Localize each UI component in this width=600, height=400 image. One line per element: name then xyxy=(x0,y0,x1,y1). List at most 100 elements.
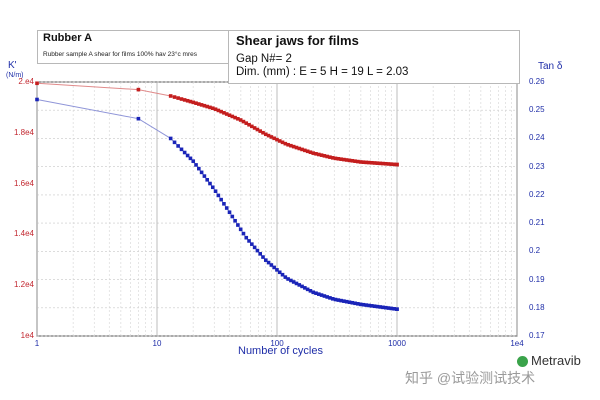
data-point xyxy=(277,139,282,143)
data-point xyxy=(269,263,274,267)
data-point xyxy=(275,268,279,272)
data-point xyxy=(317,152,321,157)
data-point xyxy=(197,166,201,171)
data-point xyxy=(275,137,279,142)
data-point xyxy=(258,129,263,133)
data-point xyxy=(185,98,190,103)
data-point xyxy=(386,162,391,166)
data-point xyxy=(250,124,254,129)
data-point xyxy=(176,144,180,148)
data-point xyxy=(361,160,366,164)
data-point xyxy=(303,148,307,153)
data-point xyxy=(222,111,226,115)
data-point xyxy=(330,156,335,160)
data-point xyxy=(347,300,352,305)
data-point xyxy=(35,81,39,86)
data-point xyxy=(252,245,257,250)
data-point xyxy=(342,157,346,162)
data-point xyxy=(179,97,184,101)
data-point xyxy=(286,277,290,281)
data-point xyxy=(213,107,218,112)
data-point xyxy=(314,152,318,156)
data-point xyxy=(222,202,226,206)
data-point xyxy=(339,298,343,303)
data-point xyxy=(322,154,327,158)
data-point xyxy=(227,113,232,118)
data-point xyxy=(336,298,341,302)
data-point xyxy=(350,300,355,305)
data-point xyxy=(244,121,249,125)
title-panel xyxy=(228,30,520,84)
data-point xyxy=(179,147,184,152)
data-point xyxy=(219,109,223,114)
data-point xyxy=(210,185,215,190)
left-tick-label: 1.2e4 xyxy=(13,280,34,290)
data-point xyxy=(395,307,399,311)
data-point xyxy=(364,160,369,165)
data-point xyxy=(294,145,299,150)
data-point xyxy=(372,304,377,309)
data-point xyxy=(247,239,251,243)
data-point xyxy=(353,159,357,163)
data-point xyxy=(328,155,332,159)
data-point xyxy=(241,119,246,124)
data-point xyxy=(136,116,141,121)
data-point xyxy=(233,218,237,223)
gap-label: Gap N#= 2 xyxy=(236,53,292,65)
data-point xyxy=(266,133,271,138)
data-point xyxy=(185,153,190,158)
data-point xyxy=(317,292,321,296)
data-point xyxy=(197,102,201,106)
data-point xyxy=(188,99,193,104)
data-point xyxy=(272,265,276,270)
data-point xyxy=(216,108,221,113)
data-point xyxy=(280,272,285,277)
data-point xyxy=(238,227,243,232)
right-tick-label: 0.23 xyxy=(529,161,545,171)
data-point xyxy=(325,154,329,159)
left-tick-label: 1.4e4 xyxy=(13,229,34,239)
data-point xyxy=(347,158,352,163)
data-point xyxy=(255,248,260,253)
data-point xyxy=(272,136,276,141)
data-point xyxy=(350,158,355,163)
data-point xyxy=(252,126,257,130)
data-point xyxy=(375,161,380,165)
dimensions-label: Dim. (mm) : E = 5 H = 19 L = 2.03 xyxy=(236,66,409,78)
data-point xyxy=(311,151,316,155)
data-point xyxy=(224,206,229,210)
left-tick-label: 2.e4 xyxy=(18,77,34,86)
data-point xyxy=(230,214,235,219)
data-point xyxy=(339,157,343,161)
left-axis-unit: (N/m) xyxy=(6,72,24,79)
x-tick-label: 10 xyxy=(152,339,162,348)
data-point xyxy=(361,302,366,307)
data-point xyxy=(213,189,218,194)
data-point xyxy=(250,242,254,246)
data-point xyxy=(333,297,338,302)
data-point xyxy=(283,275,288,279)
data-point xyxy=(395,162,399,167)
data-point xyxy=(300,284,304,289)
data-point xyxy=(194,101,198,105)
data-point xyxy=(319,293,324,297)
data-point xyxy=(194,163,198,167)
data-point xyxy=(297,283,302,287)
data-point xyxy=(370,160,374,165)
chart-title: Shear jaws for films xyxy=(236,33,359,48)
data-point xyxy=(219,197,223,202)
right-tick-label: 0.18 xyxy=(529,302,545,312)
data-point xyxy=(136,87,141,92)
data-point xyxy=(311,290,316,295)
data-point xyxy=(247,122,251,127)
data-point xyxy=(383,305,388,310)
data-point xyxy=(367,303,371,308)
data-point xyxy=(308,150,313,155)
data-point xyxy=(205,104,209,109)
data-point xyxy=(269,135,274,139)
data-point xyxy=(386,306,391,310)
series-1 xyxy=(35,81,399,167)
data-point xyxy=(283,141,288,146)
data-point xyxy=(172,140,177,145)
data-point xyxy=(319,153,324,157)
